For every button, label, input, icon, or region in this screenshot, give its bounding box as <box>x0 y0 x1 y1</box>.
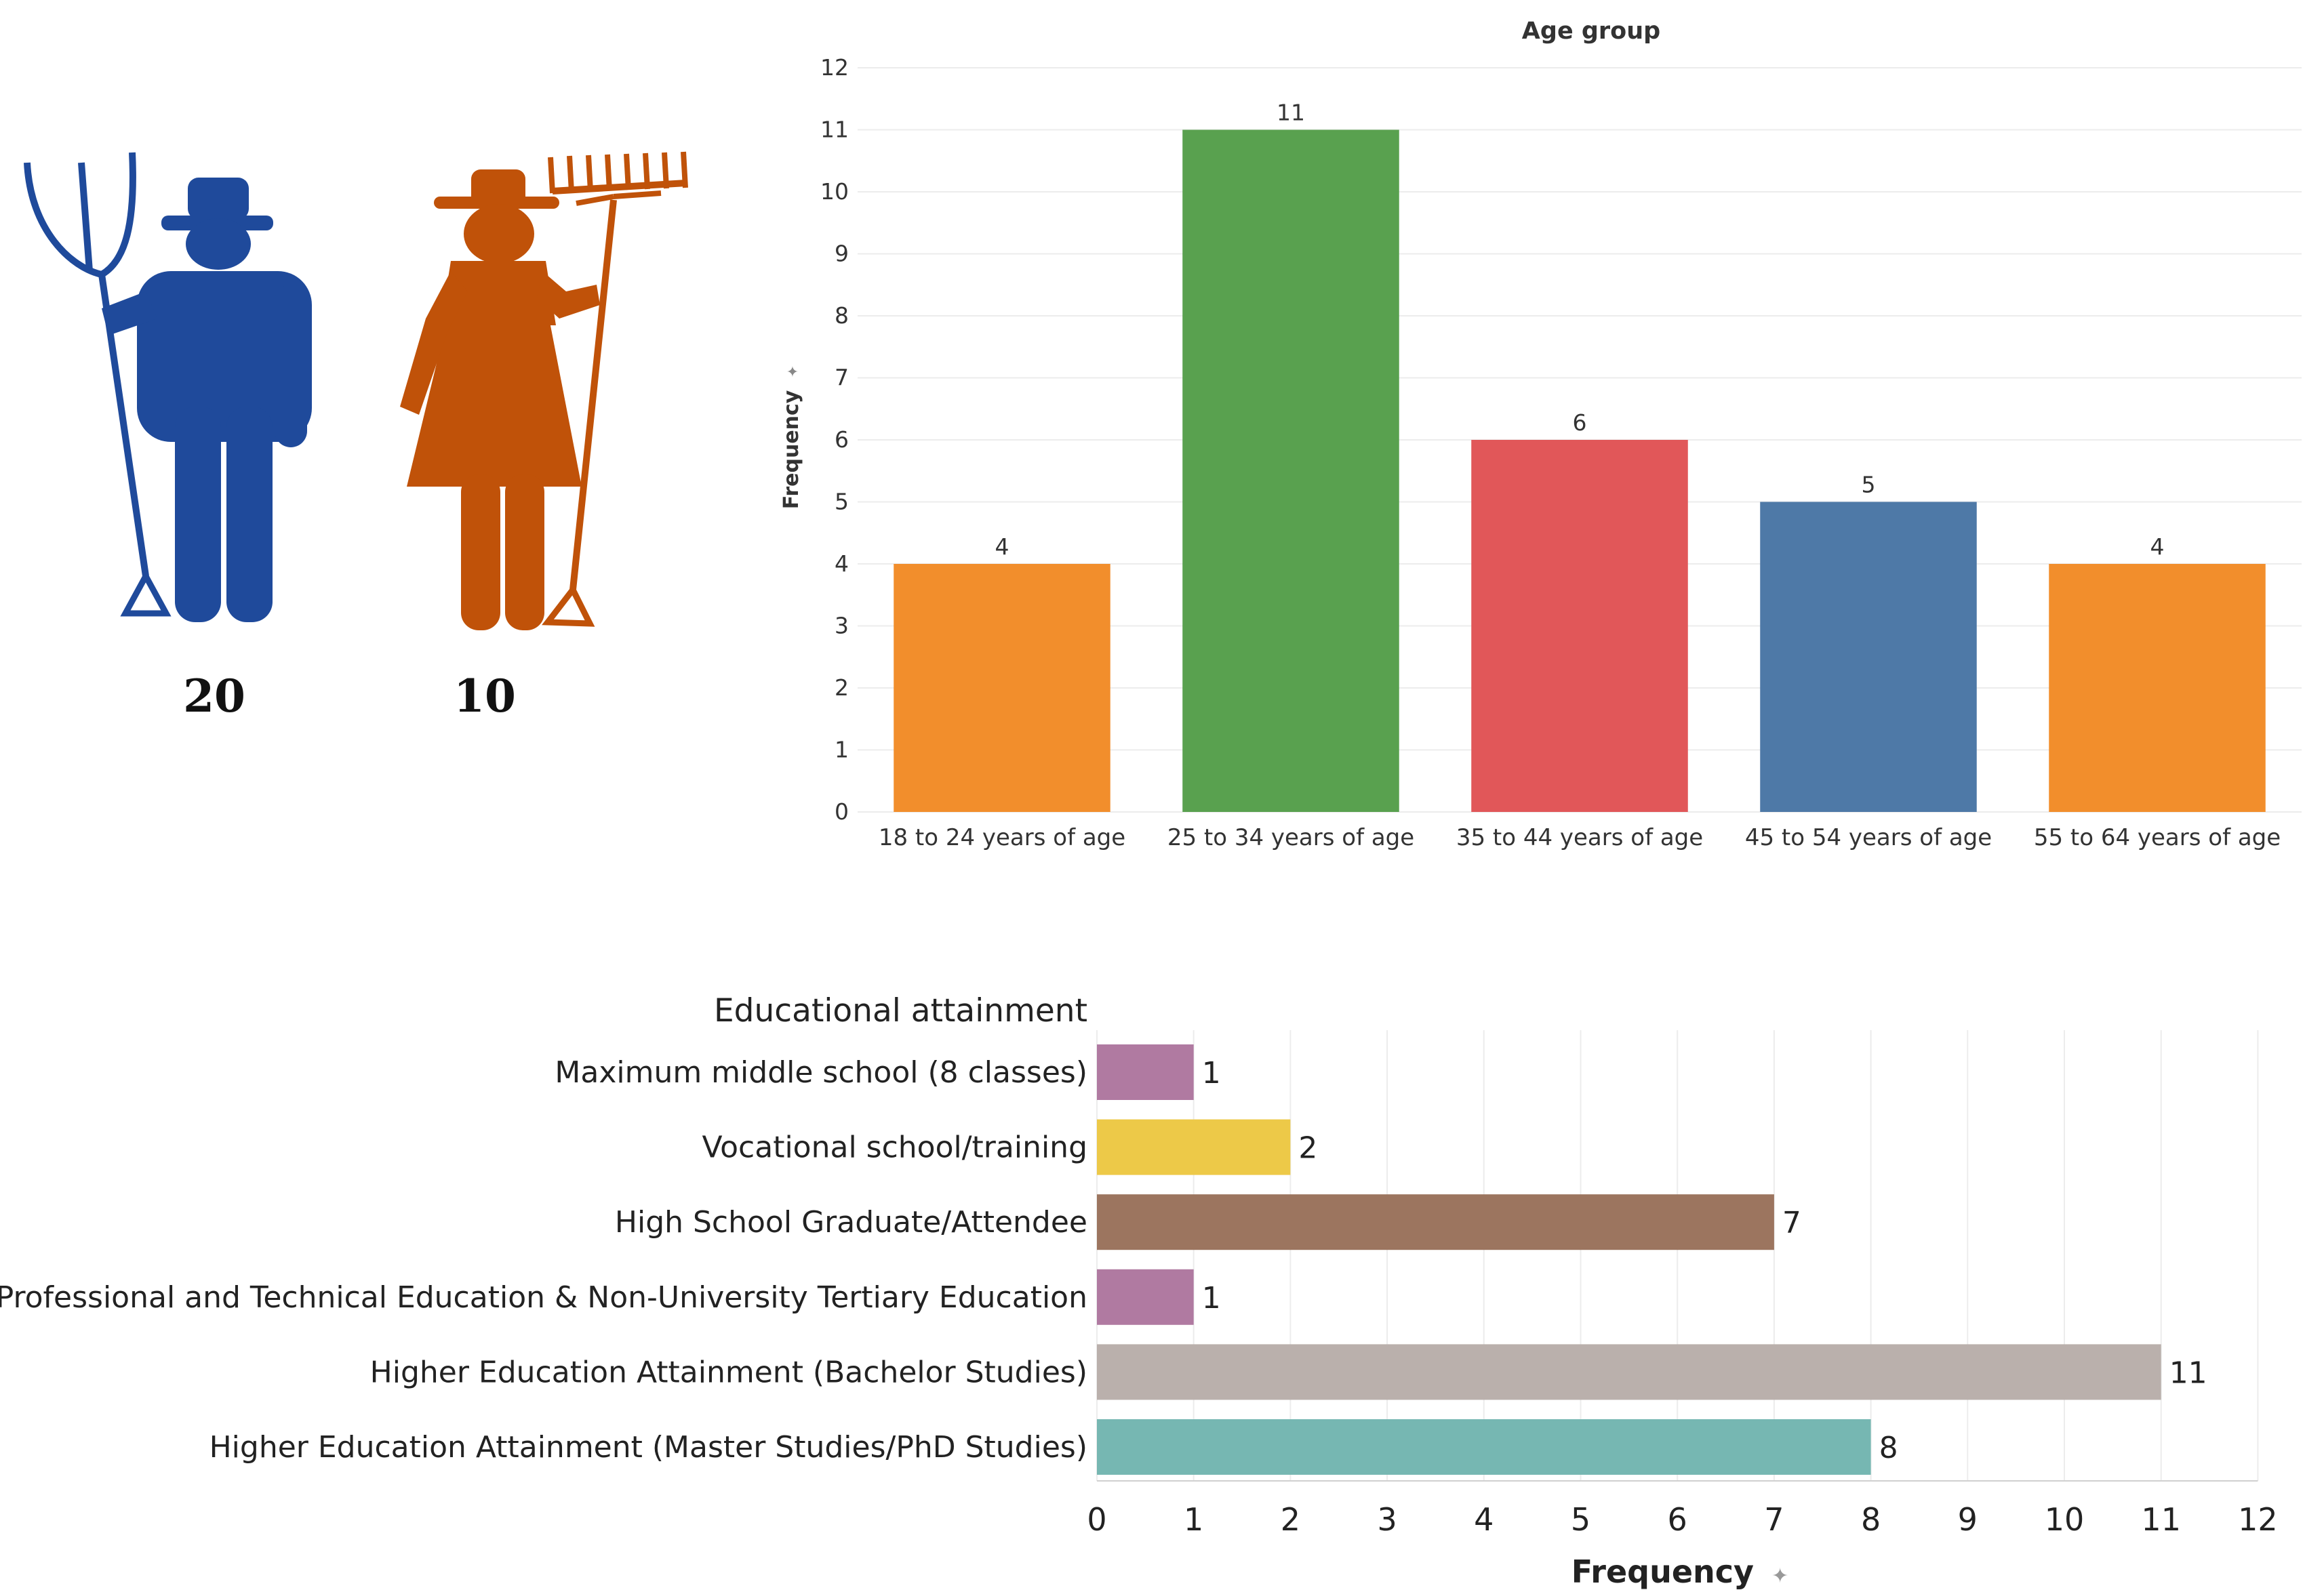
age-category-label: 55 to 64 years of age <box>2034 824 2281 851</box>
age-y-tick-label: 1 <box>835 737 849 763</box>
farmer-male-pitchfork-icon <box>24 152 312 622</box>
edu-x-tick-label: 10 <box>2045 1501 2085 1538</box>
edu-bar <box>1097 1119 1291 1175</box>
age-category-label: 18 to 24 years of age <box>879 824 1125 851</box>
edu-chart-title: Educational attainment <box>714 992 1087 1030</box>
age-y-tick-label: 9 <box>835 241 849 267</box>
edu-bar-value-label: 1 <box>1202 1281 1221 1316</box>
edu-bar <box>1097 1269 1194 1325</box>
edu-category-label: Professional and Technical Education & N… <box>0 1280 1087 1315</box>
age-category-label: 45 to 54 years of age <box>1745 824 1992 851</box>
edu-x-tick-label: 7 <box>1764 1501 1784 1538</box>
edu-bar <box>1097 1419 1871 1475</box>
edu-bars <box>1097 1044 2161 1475</box>
age-y-tick-label: 3 <box>835 613 849 639</box>
pin-icon: ✦ <box>1771 1564 1788 1588</box>
age-y-tick-label: 8 <box>835 302 849 329</box>
age-bar <box>894 564 1110 812</box>
edu-bar-value-label: 1 <box>1202 1056 1221 1090</box>
age-bar <box>1471 440 1688 812</box>
farmer-female-rake-icon <box>400 151 688 630</box>
pin-icon: ✦ <box>785 365 802 378</box>
male-count: 20 <box>183 670 245 722</box>
edu-bar <box>1097 1344 2161 1400</box>
age-bar <box>1182 129 1399 812</box>
age-bars <box>894 129 2266 812</box>
edu-bar-value-label: 7 <box>1782 1206 1801 1240</box>
age-bar-value-label: 4 <box>995 533 1009 560</box>
edu-category-labels: Maximum middle school (8 classes) Vocatio… <box>0 1055 1087 1465</box>
edu-x-tick-label: 9 <box>1958 1501 1978 1538</box>
age-y-axis-label: Frequency ✦ <box>780 365 803 509</box>
age-y-axis-label-text: Frequency <box>780 390 803 509</box>
edu-x-tick-label: 0 <box>1087 1501 1106 1538</box>
edu-x-tick-label: 4 <box>1474 1501 1494 1538</box>
age-y-tick-label: 12 <box>820 54 849 81</box>
edu-category-label: High School Graduate/Attendee <box>615 1205 1087 1240</box>
age-y-tick-label: 5 <box>835 489 849 515</box>
educational-attainment-chart: Educational attainment Maximum middle sc… <box>0 992 2278 1590</box>
age-bar <box>1760 502 1977 812</box>
age-bar-value-label: 4 <box>2150 533 2165 560</box>
edu-bar <box>1097 1044 1194 1100</box>
age-bar <box>2049 564 2266 812</box>
edu-bar-value-label: 8 <box>1879 1431 1898 1465</box>
age-category-label: 35 to 44 years of age <box>1456 824 1703 851</box>
edu-category-label: Higher Education Attainment (Bachelor St… <box>370 1355 1087 1389</box>
female-count: 10 <box>454 670 516 722</box>
edu-x-tick-label: 3 <box>1377 1501 1397 1538</box>
edu-x-ticks: 0 1 2 3 4 5 6 7 8 9 10 11 12 <box>1087 1501 2277 1538</box>
edu-x-axis-label: Frequency ✦ <box>1571 1553 1788 1590</box>
age-y-tick-label: 7 <box>835 365 849 391</box>
svg-text:Frequency ✦: Frequency ✦ <box>780 365 803 509</box>
age-chart-title: Age group <box>1522 18 1660 45</box>
age-y-tick-label: 6 <box>835 426 849 453</box>
edu-x-tick-label: 5 <box>1571 1501 1590 1538</box>
edu-bar <box>1097 1194 1774 1250</box>
age-bar-value-label: 5 <box>1862 472 1876 498</box>
edu-x-tick-label: 6 <box>1668 1501 1687 1538</box>
edu-x-tick-label: 11 <box>2141 1501 2181 1538</box>
age-y-tick-label: 4 <box>835 550 849 577</box>
age-y-tick-label: 11 <box>820 117 849 143</box>
edu-x-tick-label: 1 <box>1184 1501 1203 1538</box>
edu-category-label: Vocational school/training <box>702 1130 1087 1165</box>
edu-x-axis-label-text: Frequency <box>1571 1553 1754 1590</box>
edu-x-tick-label: 12 <box>2238 1501 2278 1538</box>
edu-category-label: Higher Education Attainment (Master Stud… <box>209 1430 1087 1465</box>
age-bar-value-label: 6 <box>1573 409 1587 436</box>
age-y-tick-label: 2 <box>835 674 849 701</box>
age-y-tick-label: 0 <box>835 798 849 825</box>
age-category-label: 25 to 34 years of age <box>1167 824 1414 851</box>
edu-x-tick-label: 2 <box>1281 1501 1300 1538</box>
edu-category-label: Maximum middle school (8 classes) <box>555 1055 1087 1090</box>
edu-bar-value-label: 11 <box>2169 1355 2207 1390</box>
age-bar-value-label: 11 <box>1277 100 1305 126</box>
age-category-labels: 18 to 24 years of age 25 to 34 years of a… <box>879 824 2281 851</box>
age-value-labels: 4 11 6 5 4 <box>995 100 2165 560</box>
edu-bar-value-label: 2 <box>1298 1131 1317 1166</box>
age-y-tick-label: 10 <box>820 178 849 205</box>
edu-gridlines <box>1096 1030 2259 1482</box>
edu-x-tick-label: 8 <box>1861 1501 1881 1538</box>
